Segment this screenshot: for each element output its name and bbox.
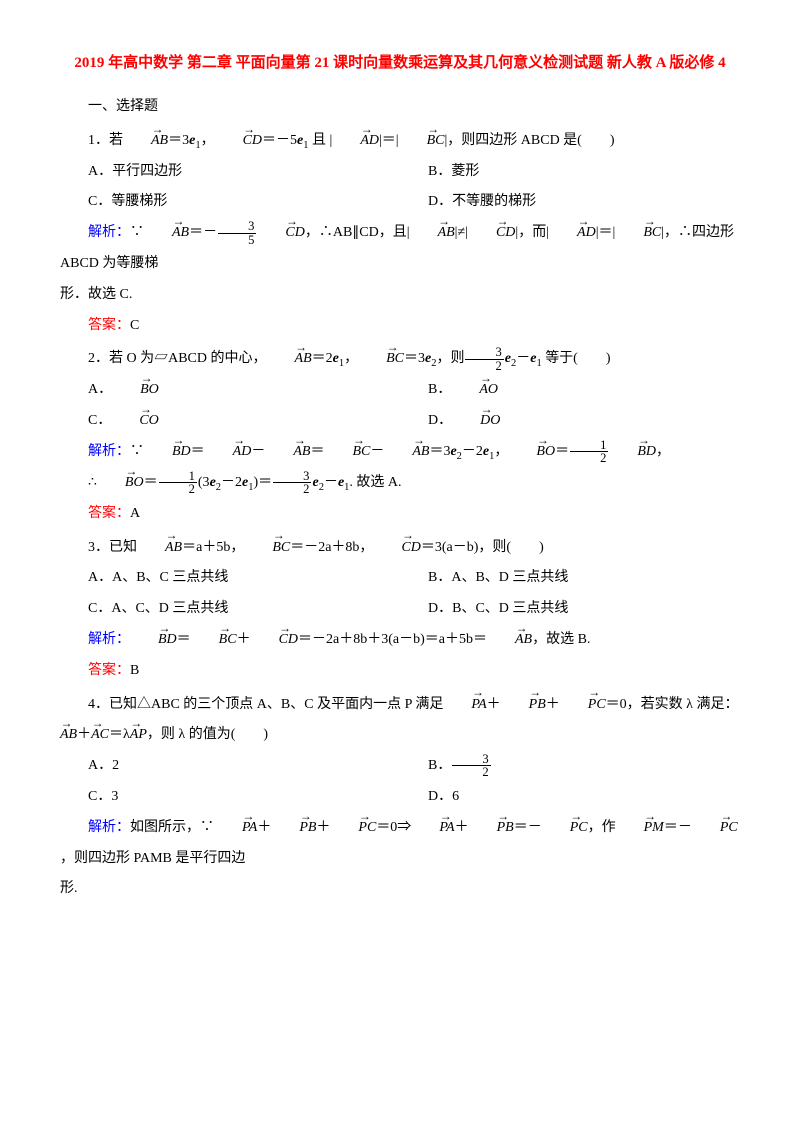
- q3-optA: A．A、B、C 三点共线: [60, 563, 400, 594]
- q2-options-row1: A．BO B．AO: [60, 375, 740, 406]
- q2-optD: D．DO: [400, 406, 740, 437]
- answer-label: 答案：: [88, 318, 130, 333]
- q1-options-row1: A．平行四边形 B．菱形: [60, 157, 740, 188]
- q1-answer: 答案：C: [60, 311, 740, 342]
- q3-answer: 答案：B: [60, 656, 740, 687]
- q3-optD: D．B、C、D 三点共线: [400, 594, 740, 625]
- q1-optA: A．平行四边形: [60, 157, 400, 188]
- q1-stem: 1．若AB＝3e1，CD＝－5e1 且 |AD|＝|BC|，则四边形 ABCD …: [60, 126, 740, 157]
- q1-analysis: 解析：∵AB＝－35CD，∴AB∥CD，且|AB|≠|CD|，而|AD|＝|BC…: [60, 218, 740, 280]
- q2-stem: 2．若 O 为▱ABCD 的中心，AB＝2e1，BC＝3e2，则32e2－e1 …: [60, 344, 740, 375]
- q4-stem: 4．已知△ABC 的三个顶点 A、B、C 及平面内一点 P 满足PA＋PB＋PC…: [60, 690, 740, 721]
- q4-optB: B．32: [400, 751, 740, 782]
- q2-analysis-2: ∴BO＝12(3e2－2e1)＝32e2－e1. 故选 A.: [60, 468, 740, 499]
- q3-analysis: 解析：BD＝BC＋CD＝－2a＋8b＋3(a－b)＝a＋5b＝AB，故选 B.: [60, 625, 740, 656]
- q4-stem-2: AB＋AC＝λAP，则 λ 的值为( ): [60, 720, 740, 751]
- q4-options-row1: A．2 B．32: [60, 751, 740, 782]
- q4-optA: A．2: [60, 751, 400, 782]
- q2-optB: B．AO: [400, 375, 740, 406]
- document-title: 2019 年高中数学 第二章 平面向量第 21 课时向量数乘运算及其几何意义检测…: [60, 50, 740, 77]
- q1-optC: C．等腰梯形: [60, 187, 400, 218]
- q3-stem: 3．已知AB＝a＋5b，BC＝－2a＋8b，CD＝3(a－b)，则( ): [60, 533, 740, 564]
- q4-analysis-2: 形.: [60, 874, 740, 905]
- q3-options-row1: A．A、B、C 三点共线 B．A、B、D 三点共线: [60, 563, 740, 594]
- q4-analysis: 解析：如图所示，∵PA＋PB＋PC＝0⇒PA＋PB＝－PC，作PM＝－PC，则四…: [60, 813, 740, 875]
- q3-optB: B．A、B、D 三点共线: [400, 563, 740, 594]
- q2-analysis: 解析：∵BD＝AD－AB＝BC－AB＝3e2－2e1，BO＝12BD，: [60, 437, 740, 468]
- q1-optB: B．菱形: [400, 157, 740, 188]
- analysis-label: 解析：: [88, 225, 130, 240]
- q1-analysis-cont: 形．故选 C.: [60, 280, 740, 311]
